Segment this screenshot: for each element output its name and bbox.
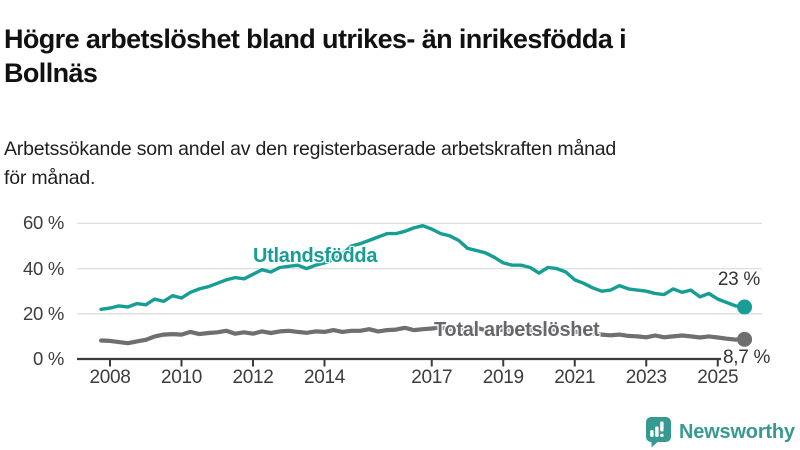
bar-2 [655,426,659,437]
chart-subtitle: Arbetssökande som andel av den registerb… [4,135,784,194]
subtitle-line-1: Arbetssökande som andel av den registerb… [4,137,617,160]
newsworthy-logo-icon [646,417,671,448]
bar-1 [650,430,654,437]
subtitle-line-2: för månad. [4,167,96,189]
series-end-dot-utlandsfodda [737,299,753,315]
series-line-total [98,325,747,346]
series-line-utlandsfodda [99,223,747,311]
page-title: Högre arbetslöshet bland utrikes- än inr… [4,22,796,90]
newsworthy-logo-text: Newsworthy [679,420,795,443]
title-line-1: Högre arbetslöshet bland utrikes- än inr… [4,24,627,55]
exclamation-dot [660,433,664,437]
exclamation-bar [660,421,664,432]
series-end-dot-total [737,331,753,347]
title-line-2: Bollnäs [4,58,98,89]
newsworthy-logo[interactable]: Newsworthy [644,416,795,448]
